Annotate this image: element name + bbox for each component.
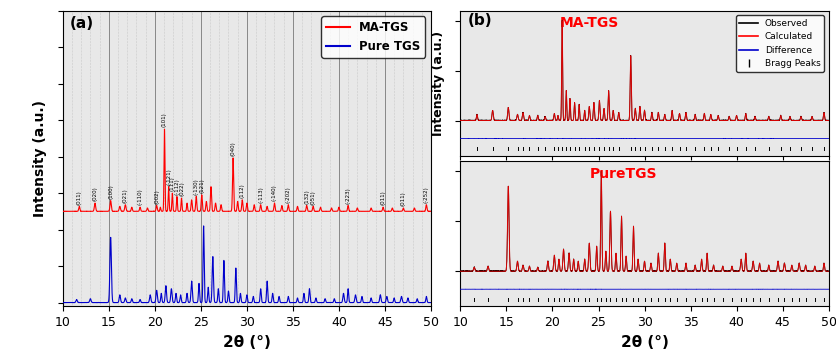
Text: (-121): (-121): [166, 168, 171, 185]
Text: (-140): (-140): [272, 184, 277, 201]
Text: (-202): (-202): [285, 186, 290, 203]
Text: (132): (132): [303, 189, 308, 204]
Text: (-252): (-252): [423, 186, 428, 203]
Text: (a): (a): [70, 17, 94, 31]
X-axis label: 2θ (°): 2θ (°): [222, 334, 271, 350]
Text: (021): (021): [123, 188, 128, 203]
Text: (-110): (-110): [137, 189, 142, 205]
Text: (-130): (-130): [193, 178, 198, 195]
Text: (-112): (-112): [174, 178, 179, 195]
Y-axis label: Intensity (a.u.): Intensity (a.u.): [33, 100, 48, 217]
Text: (022): (022): [179, 182, 184, 196]
Text: (111): (111): [170, 177, 175, 191]
Legend: Observed, Calculated, Difference, Bragg Peaks: Observed, Calculated, Difference, Bragg …: [735, 15, 823, 72]
Text: (-223): (-223): [345, 187, 350, 204]
Text: (101): (101): [162, 113, 167, 127]
Text: (011): (011): [380, 190, 385, 205]
Text: (100): (100): [108, 184, 113, 199]
Text: (112): (112): [239, 183, 244, 198]
Text: (051): (051): [310, 190, 315, 205]
Text: (121): (121): [199, 178, 204, 193]
Text: (002): (002): [154, 189, 159, 204]
Text: (020): (020): [93, 187, 97, 201]
Text: (040): (040): [230, 142, 235, 156]
Y-axis label: Intensity (a.u.): Intensity (a.u.): [431, 31, 445, 136]
Legend: MA-TGS, Pure TGS: MA-TGS, Pure TGS: [321, 17, 425, 58]
Text: (011): (011): [77, 190, 82, 205]
Text: PureTGS: PureTGS: [589, 167, 656, 181]
X-axis label: 2θ (°): 2θ (°): [619, 334, 668, 350]
Text: (b): (b): [467, 13, 492, 29]
Text: MA-TGS: MA-TGS: [559, 16, 619, 30]
Text: (-113): (-113): [257, 186, 263, 203]
Text: (011): (011): [400, 191, 405, 206]
